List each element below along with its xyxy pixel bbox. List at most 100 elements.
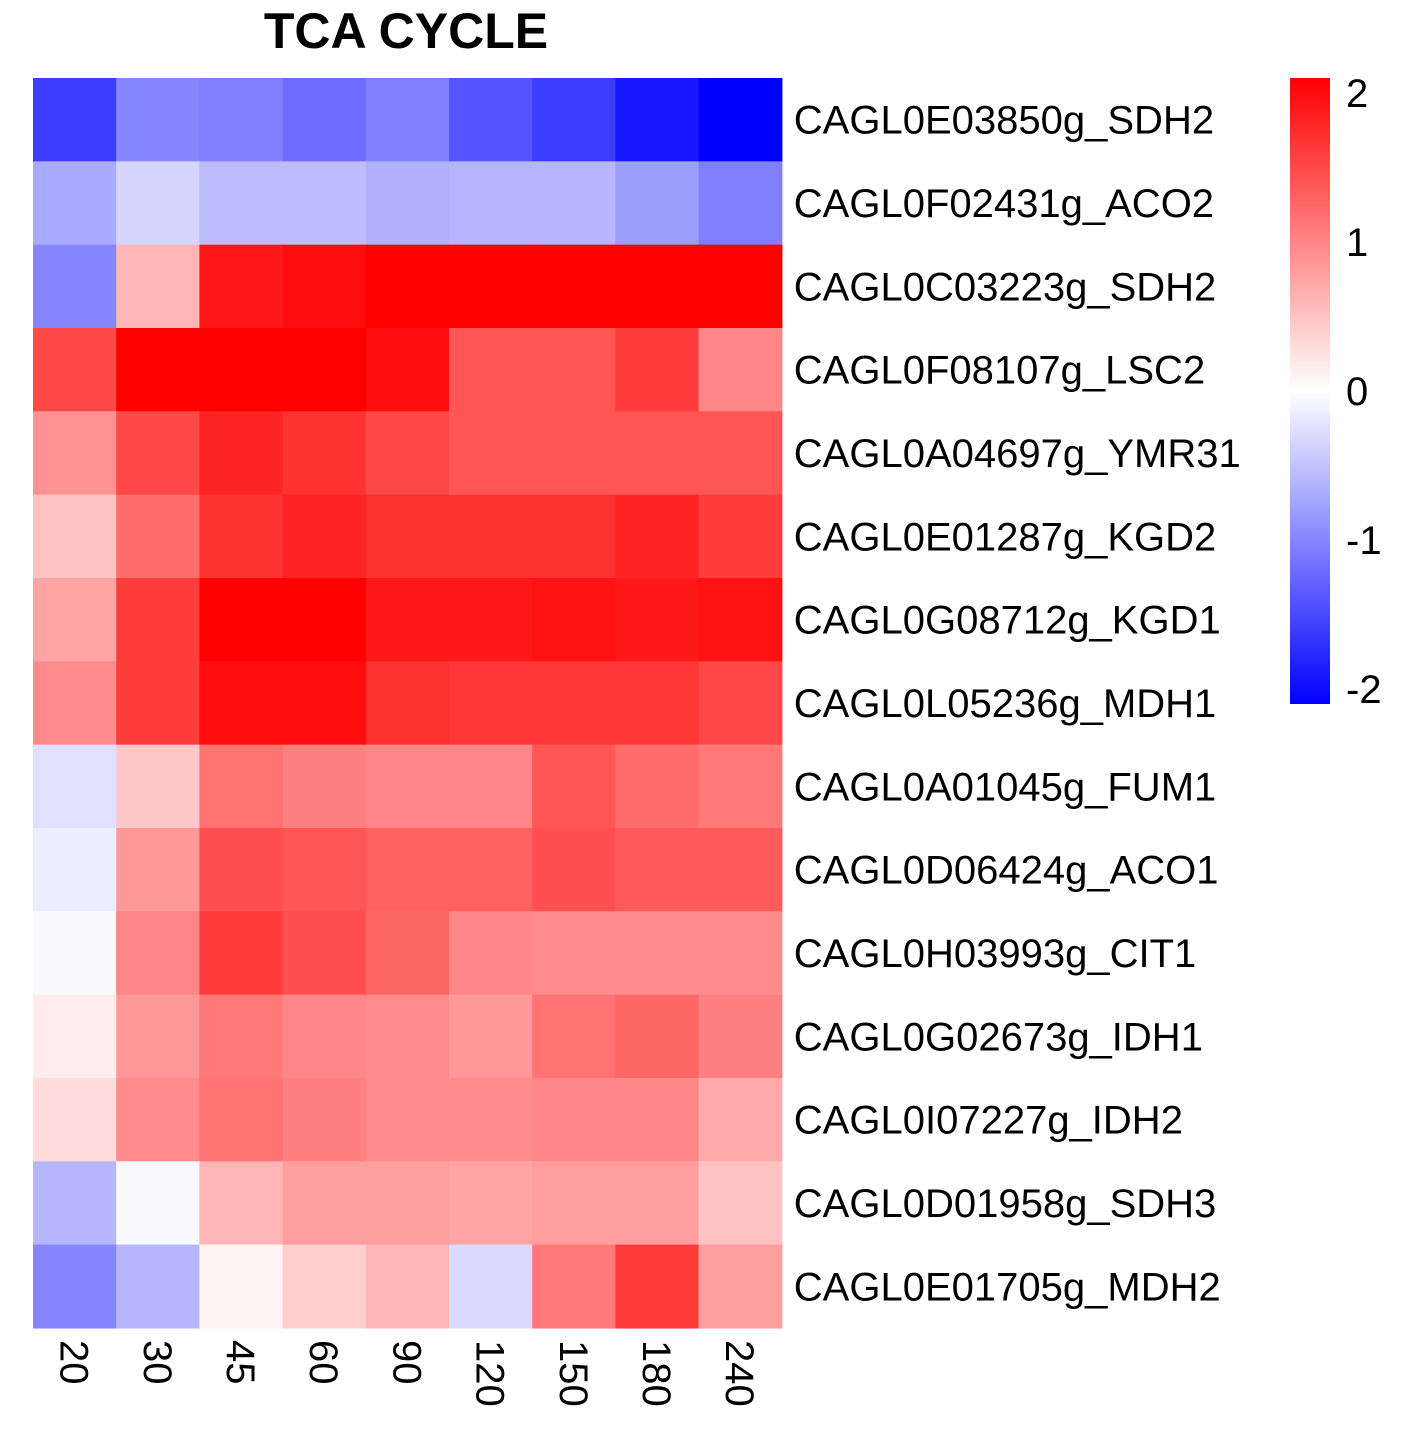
heatmap-cell bbox=[282, 244, 367, 329]
column-label: 120 bbox=[468, 1340, 512, 1407]
legend-tick-label: 1 bbox=[1346, 221, 1368, 265]
row-label: CAGL0A01045g_FUM1 bbox=[794, 765, 1216, 809]
heatmap-cell bbox=[199, 1244, 284, 1329]
heatmap-cell bbox=[615, 994, 700, 1079]
heatmap-cell bbox=[532, 1161, 616, 1246]
heatmap-cell bbox=[615, 1161, 700, 1246]
row-label: CAGL0D06424g_ACO1 bbox=[794, 849, 1219, 893]
heatmap-cell bbox=[116, 911, 200, 996]
row-label: CAGL0E03850g_SDH2 bbox=[794, 99, 1214, 143]
heatmap-cell bbox=[199, 911, 284, 996]
color-legend: 2 1 0 -1 -2 bbox=[1290, 72, 1382, 712]
heatmap-cell bbox=[116, 994, 200, 1079]
heatmap-cell bbox=[449, 327, 533, 412]
heatmap-cell bbox=[449, 911, 533, 996]
heatmap-cell bbox=[199, 494, 284, 579]
heatmap-cell bbox=[449, 1244, 533, 1329]
heatmap-cell bbox=[282, 661, 367, 746]
legend-tick-label: 2 bbox=[1346, 72, 1368, 116]
heatmap-cell bbox=[33, 1244, 117, 1329]
heatmap-cell bbox=[615, 827, 700, 912]
heatmap-cell bbox=[199, 744, 284, 829]
heatmap-cell bbox=[698, 78, 783, 162]
heatmap-cell bbox=[116, 411, 200, 496]
heatmap-cell bbox=[532, 744, 616, 829]
heatmap-cell bbox=[33, 1077, 117, 1162]
heatmap-cell bbox=[698, 1077, 783, 1162]
heatmap-cell bbox=[615, 78, 700, 162]
heatmap-cell bbox=[698, 327, 783, 412]
row-label: CAGL0I07227g_IDH2 bbox=[794, 1099, 1183, 1143]
heatmap-cell bbox=[116, 244, 200, 329]
heatmap-cell bbox=[199, 1161, 284, 1246]
heatmap-cell bbox=[449, 827, 533, 912]
column-label: 90 bbox=[384, 1340, 428, 1385]
heatmap-cell bbox=[282, 161, 367, 246]
row-label: CAGL0G08712g_KGD1 bbox=[794, 599, 1221, 643]
heatmap-cell bbox=[698, 244, 783, 329]
heatmap-cell bbox=[199, 1077, 284, 1162]
heatmap-cell bbox=[33, 1161, 117, 1246]
legend-tick-label: -1 bbox=[1346, 519, 1382, 563]
column-label: 240 bbox=[717, 1340, 761, 1407]
heatmap-cell bbox=[532, 411, 616, 496]
heatmap-cell bbox=[365, 1077, 450, 1162]
column-label: 30 bbox=[135, 1340, 179, 1385]
heatmap-cell bbox=[365, 494, 450, 579]
heatmap-cell bbox=[449, 661, 533, 746]
heatmap-cell bbox=[449, 1161, 533, 1246]
heatmap-cell bbox=[532, 161, 616, 246]
row-label: CAGL0A04697g_YMR31 bbox=[794, 432, 1241, 476]
heatmap-cell bbox=[116, 494, 200, 579]
heatmap-cell bbox=[282, 327, 367, 412]
heatmap-cell bbox=[199, 244, 284, 329]
heatmap-cell bbox=[116, 577, 200, 662]
heatmap-cell bbox=[282, 411, 367, 496]
heatmap-cell bbox=[199, 827, 284, 912]
column-label: 45 bbox=[218, 1340, 262, 1385]
heatmap-cell bbox=[199, 78, 284, 162]
heatmap-cell bbox=[615, 327, 700, 412]
heatmap-cell bbox=[199, 577, 284, 662]
heatmap-cell bbox=[116, 827, 200, 912]
heatmap-cell bbox=[33, 911, 117, 996]
chart-title: TCA CYCLE bbox=[264, 3, 548, 59]
heatmap-cell bbox=[532, 911, 616, 996]
heatmap-cell bbox=[615, 411, 700, 496]
heatmap-cell bbox=[615, 1077, 700, 1162]
heatmap-cell bbox=[615, 744, 700, 829]
heatmap-cell bbox=[365, 744, 450, 829]
column-label: 60 bbox=[301, 1340, 345, 1385]
heatmap-cell bbox=[449, 577, 533, 662]
legend-tick-label: -2 bbox=[1346, 668, 1382, 712]
heatmap-cell bbox=[365, 994, 450, 1079]
heatmap-cell bbox=[199, 161, 284, 246]
heatmap-cell bbox=[532, 494, 616, 579]
heatmap-cell bbox=[532, 994, 616, 1079]
heatmap-cell bbox=[282, 911, 367, 996]
heatmap-cell bbox=[282, 1244, 367, 1329]
heatmap-cell bbox=[199, 327, 284, 412]
row-label: CAGL0F08107g_LSC2 bbox=[794, 349, 1205, 393]
row-label: CAGL0D01958g_SDH3 bbox=[794, 1182, 1216, 1226]
heatmap-cell bbox=[365, 244, 450, 329]
heatmap-cells bbox=[33, 78, 783, 1329]
heatmap-cell bbox=[615, 161, 700, 246]
heatmap-cell bbox=[365, 911, 450, 996]
heatmap-cell bbox=[33, 494, 117, 579]
heatmap-cell bbox=[449, 994, 533, 1079]
row-label: CAGL0H03993g_CIT1 bbox=[794, 932, 1196, 976]
heatmap-cell bbox=[33, 994, 117, 1079]
column-label: 150 bbox=[551, 1340, 595, 1407]
heatmap-cell bbox=[282, 827, 367, 912]
heatmap-cell bbox=[33, 327, 117, 412]
heatmap-cell bbox=[532, 827, 616, 912]
heatmap-cell bbox=[33, 577, 117, 662]
heatmap-cell bbox=[449, 494, 533, 579]
row-label: CAGL0E01705g_MDH2 bbox=[794, 1265, 1221, 1309]
heatmap-cell bbox=[532, 661, 616, 746]
heatmap-cell bbox=[449, 161, 533, 246]
column-labels: 20 30 45 60 90 120 150 180 240 bbox=[52, 1340, 762, 1407]
heatmap-cell bbox=[33, 78, 117, 162]
heatmap-cell bbox=[698, 411, 783, 496]
